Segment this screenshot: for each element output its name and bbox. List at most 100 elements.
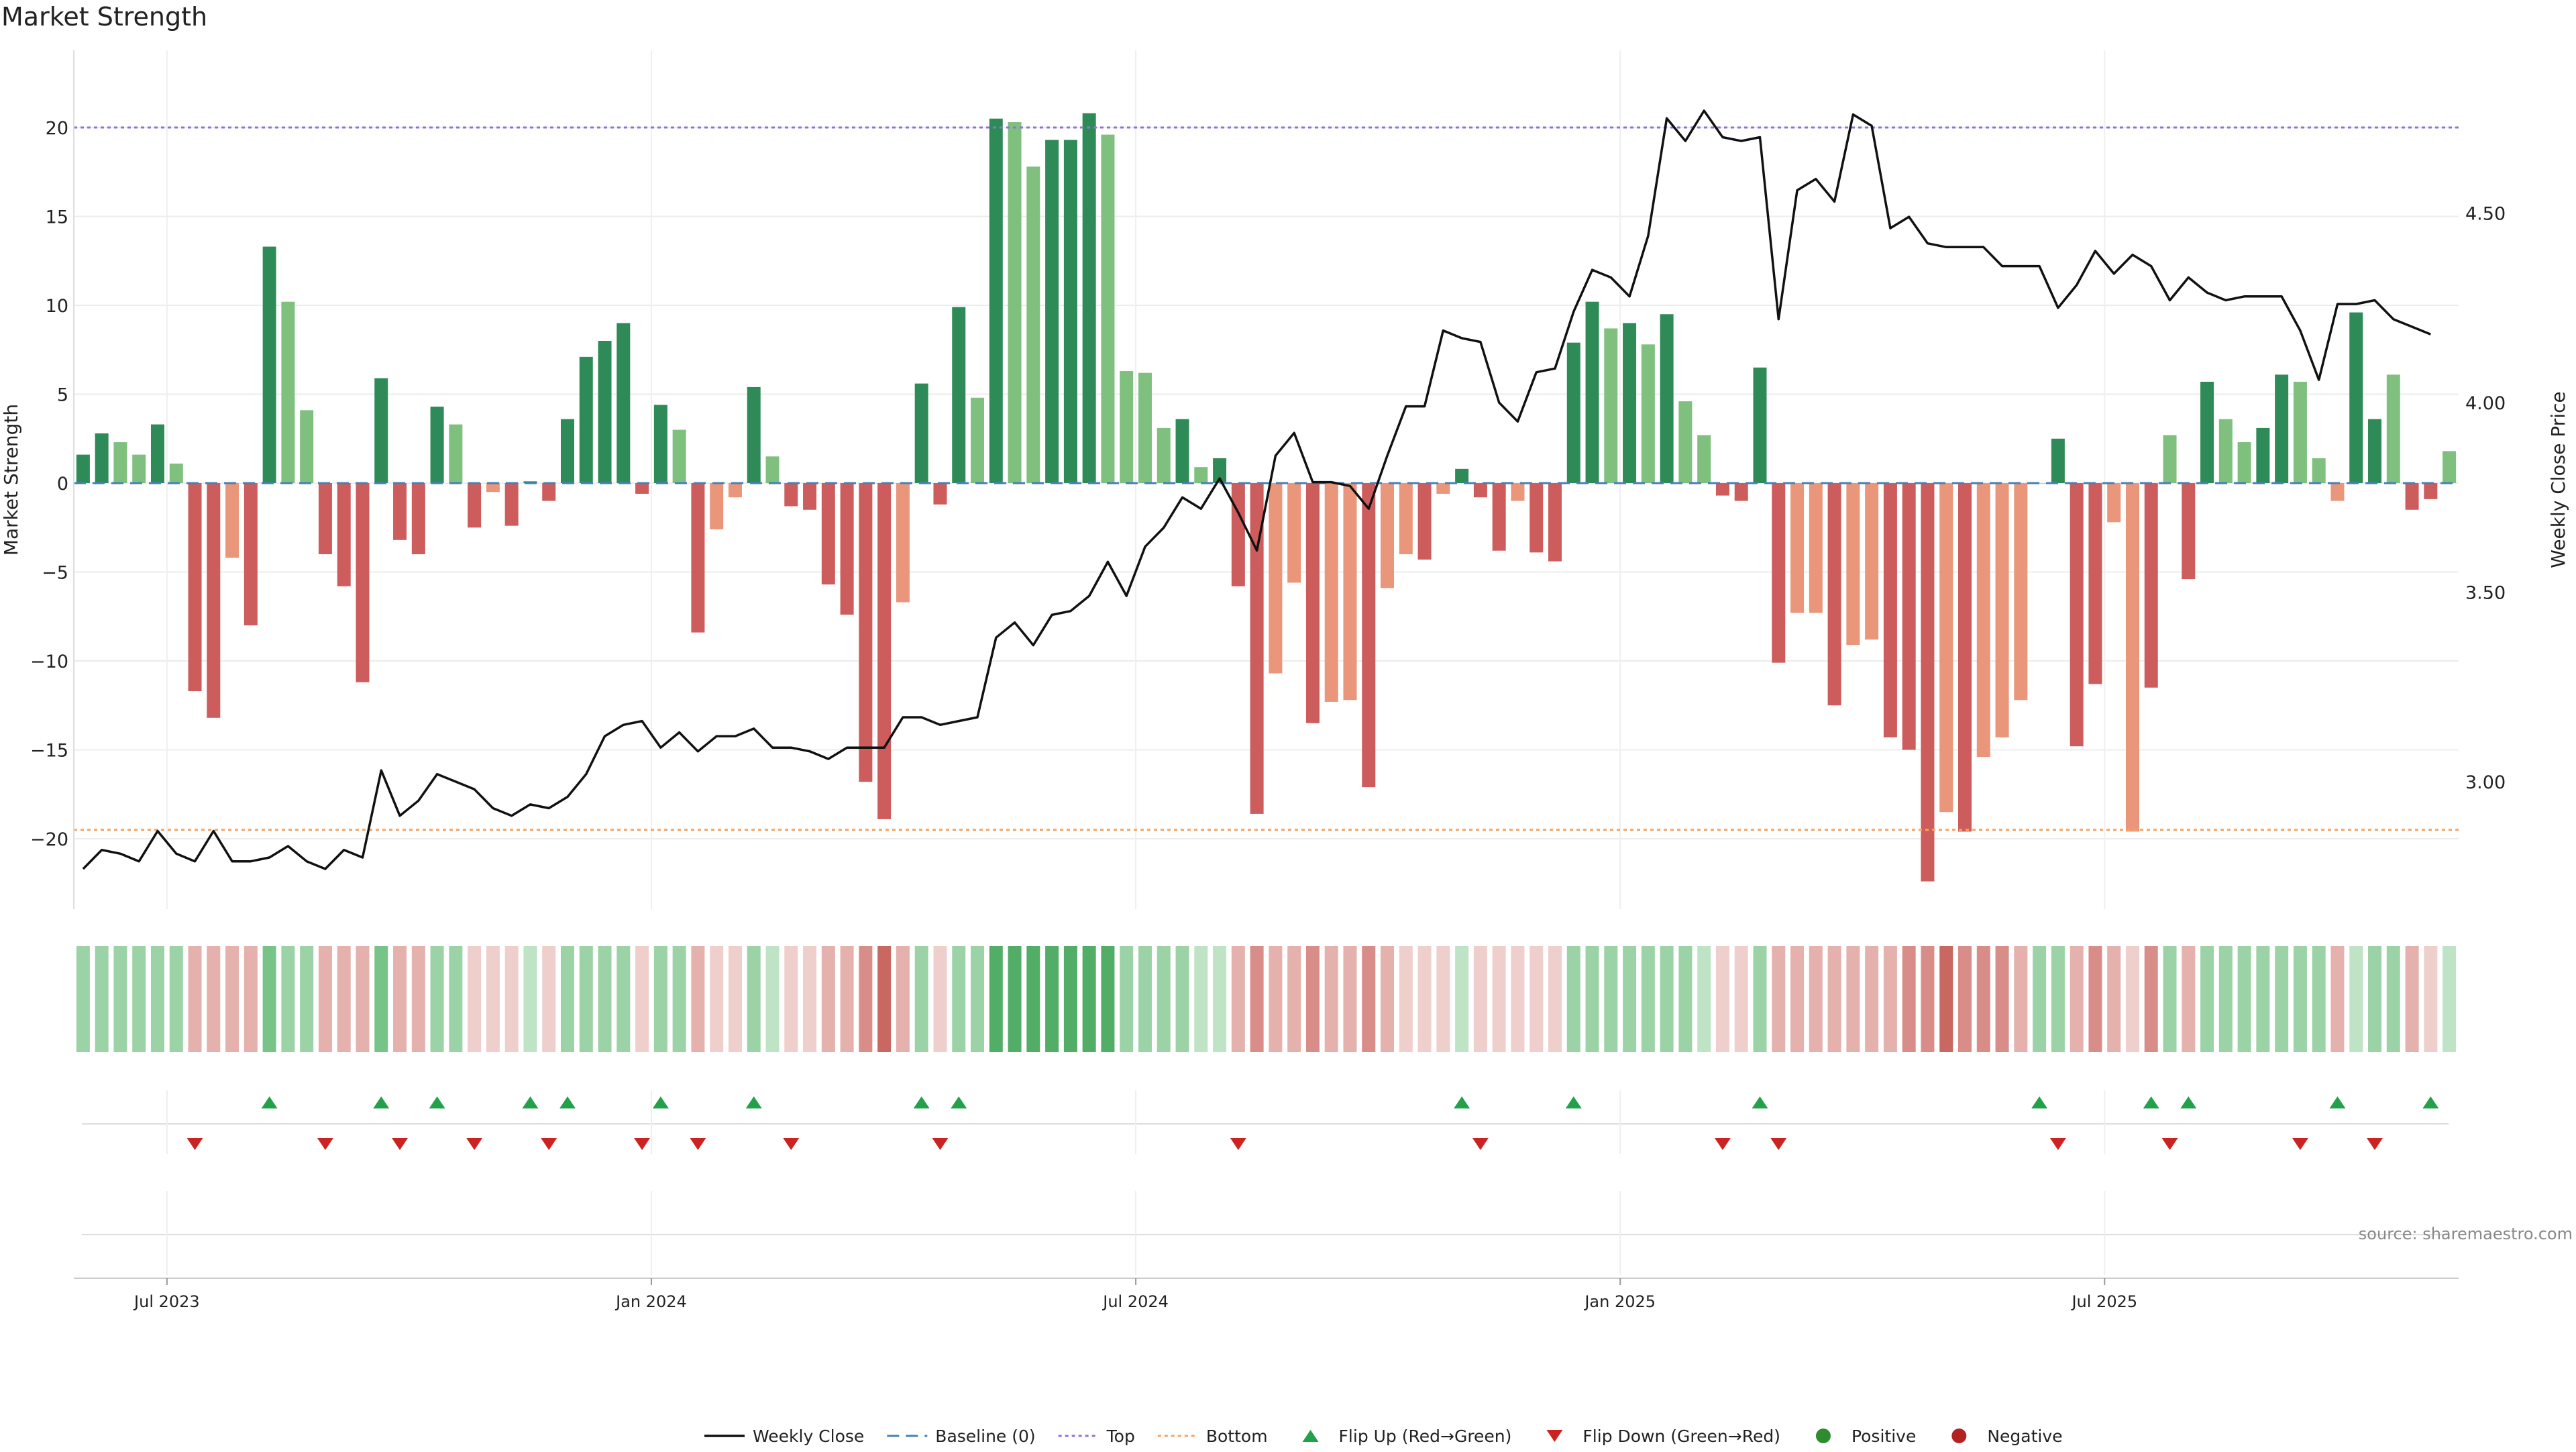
legend-item-dashed[interactable]: Baseline (0): [887, 1427, 1036, 1446]
heat-strip-cell: [2237, 946, 2251, 1052]
heat-strip-cell: [560, 946, 574, 1052]
heat-strip-cell: [1008, 946, 1022, 1052]
legend-item-dotted-purple[interactable]: Top: [1058, 1427, 1135, 1446]
legend-item-dotted-orange[interactable]: Bottom: [1157, 1427, 1268, 1446]
flip-up-marker: [2329, 1096, 2346, 1108]
strength-bar: [914, 383, 928, 483]
strength-bar: [1045, 140, 1059, 484]
heat-strip-cell: [728, 946, 742, 1052]
strength-bar: [691, 483, 705, 633]
heat-strip-cell: [411, 946, 425, 1052]
strength-bar: [1492, 483, 1506, 551]
heat-strip-cell: [896, 946, 910, 1052]
flip-down-marker: [1472, 1138, 1489, 1150]
heat-strip-cell: [2107, 946, 2121, 1052]
legend-swatch-positive: [1815, 1429, 1831, 1443]
strength-bar: [1958, 483, 1972, 832]
y2-axis-label: Weekly Close Price: [2547, 391, 2569, 568]
heat-strip-cell: [1995, 946, 2009, 1052]
heat-strip-cell: [1436, 946, 1450, 1052]
heat-strip-cell: [1473, 946, 1487, 1052]
heat-strip-cell: [1492, 946, 1506, 1052]
strength-bar: [393, 483, 407, 540]
strength-bar: [150, 424, 164, 483]
heat-strip-cell: [1082, 946, 1096, 1052]
heat-strip-cell: [1865, 946, 1879, 1052]
heat-strip-cell: [1753, 946, 1767, 1052]
strength-bar: [579, 356, 593, 483]
heat-strip-cell: [1250, 946, 1264, 1052]
heat-strip: [76, 946, 2457, 1052]
strength-bar: [1026, 166, 1040, 484]
heat-strip-cell: [76, 946, 90, 1052]
heat-strip-cell: [2200, 946, 2214, 1052]
flip-down-marker: [1770, 1138, 1787, 1150]
strength-bar: [1641, 344, 1655, 483]
strength-bar: [784, 483, 798, 507]
strength-bar: [1213, 458, 1227, 483]
legend-item-triangle-up[interactable]: Flip Up (Red→Green): [1302, 1427, 1512, 1446]
y-tick-label: 10: [46, 296, 68, 317]
heat-strip-cell: [1045, 946, 1059, 1052]
strength-bar: [2386, 374, 2400, 483]
heat-strip-cell: [2014, 946, 2028, 1052]
legend-item-line[interactable]: Weekly Close: [704, 1427, 864, 1446]
strength-bar: [1101, 134, 1115, 484]
strength-bar: [1585, 301, 1599, 483]
strength-bar: [1660, 314, 1674, 483]
flip-down-marker: [634, 1138, 651, 1150]
strength-bar: [2368, 419, 2382, 483]
flip-down-marker: [2049, 1138, 2066, 1150]
strength-bar: [859, 483, 873, 782]
strength-bar: [2256, 427, 2270, 483]
strength-bar: [2293, 381, 2307, 483]
legend-item-dot-red[interactable]: Negative: [1951, 1427, 2063, 1446]
flip-down-marker: [2367, 1138, 2383, 1150]
strength-bar: [1436, 483, 1450, 494]
heat-strip-cell: [430, 946, 444, 1052]
legend-item-triangle-down[interactable]: Flip Down (Green→Red): [1546, 1427, 1780, 1446]
heat-strip-cell: [169, 946, 183, 1052]
strength-bar: [2070, 483, 2084, 747]
strength-bar: [989, 118, 1003, 483]
heat-strip-cell: [1883, 946, 1897, 1052]
strength-bar: [653, 405, 667, 483]
heat-strip-cell: [188, 946, 202, 1052]
strength-bar: [2330, 483, 2345, 501]
strength-bar: [1399, 483, 1413, 554]
heat-strip-cell: [1604, 946, 1618, 1052]
heat-strip-cell: [2088, 946, 2102, 1052]
strength-bar: [821, 483, 835, 585]
legend-label: Baseline (0): [935, 1427, 1035, 1446]
strength-bar: [1305, 483, 1320, 723]
legend-item-dot-green[interactable]: Positive: [1815, 1427, 1916, 1446]
strength-bar: [1287, 483, 1301, 583]
heat-strip-cell: [2182, 946, 2196, 1052]
legend[interactable]: Weekly Close Baseline (0) Top Bottom Flip Up…: [704, 1427, 2063, 1446]
strength-bar: [635, 483, 649, 494]
legend-label: Flip Up (Red→Green): [1339, 1427, 1512, 1446]
y-tick-label: 5: [57, 385, 68, 406]
heat-strip-cell: [952, 946, 966, 1052]
heat-strip-cell: [393, 946, 407, 1052]
y-tick-label: −10: [30, 652, 68, 672]
price-line: [82, 109, 2431, 870]
heat-strip-cell: [2405, 946, 2419, 1052]
flip-up-marker: [2031, 1096, 2048, 1108]
legend-swatch-flip-up: [1302, 1430, 1319, 1442]
heat-strip-cell: [1381, 946, 1395, 1052]
strength-bar: [132, 454, 146, 483]
strength-bar: [1604, 328, 1618, 483]
heat-strip-cell: [1157, 946, 1171, 1052]
flip-up-marker: [2180, 1096, 2197, 1108]
heat-strip-cell: [356, 946, 370, 1052]
strength-bar: [486, 483, 500, 492]
strength-bar: [710, 483, 724, 529]
heat-strip-cell: [2349, 946, 2363, 1052]
heat-strip-cell: [672, 946, 686, 1052]
heat-strip-cell: [262, 946, 276, 1052]
heat-strip-cell: [691, 946, 705, 1052]
heat-strip-cell: [542, 946, 556, 1052]
strength-bar: [95, 433, 109, 483]
